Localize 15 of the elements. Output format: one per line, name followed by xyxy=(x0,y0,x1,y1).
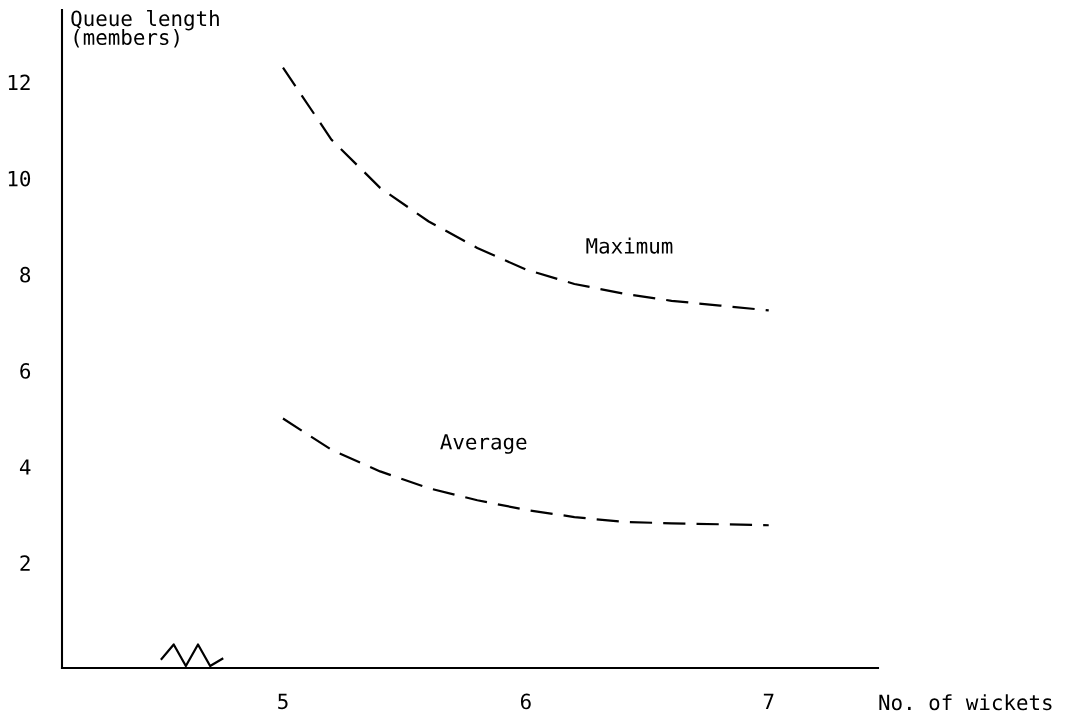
y-tick-label: 2 xyxy=(20,555,30,571)
y-tick-label: 12 xyxy=(8,74,30,91)
y-axis-title: Queue length (members) xyxy=(71,10,219,48)
line-series xyxy=(281,417,770,527)
x-tick-label: 5 xyxy=(278,693,288,710)
y-tick-label: 6 xyxy=(20,362,31,379)
series-label: Average xyxy=(440,434,527,454)
x-tick-label: 7 xyxy=(763,693,774,709)
y-tick-label: 4 xyxy=(19,459,31,475)
series-label: Maximum xyxy=(586,237,673,254)
y-tick-label: 8 xyxy=(20,266,31,283)
y-tick-label: 10 xyxy=(8,170,31,187)
x-tick-label: 6 xyxy=(520,693,531,710)
x-axis-title: No. of wickets xyxy=(879,694,1052,711)
line-series xyxy=(281,66,770,312)
